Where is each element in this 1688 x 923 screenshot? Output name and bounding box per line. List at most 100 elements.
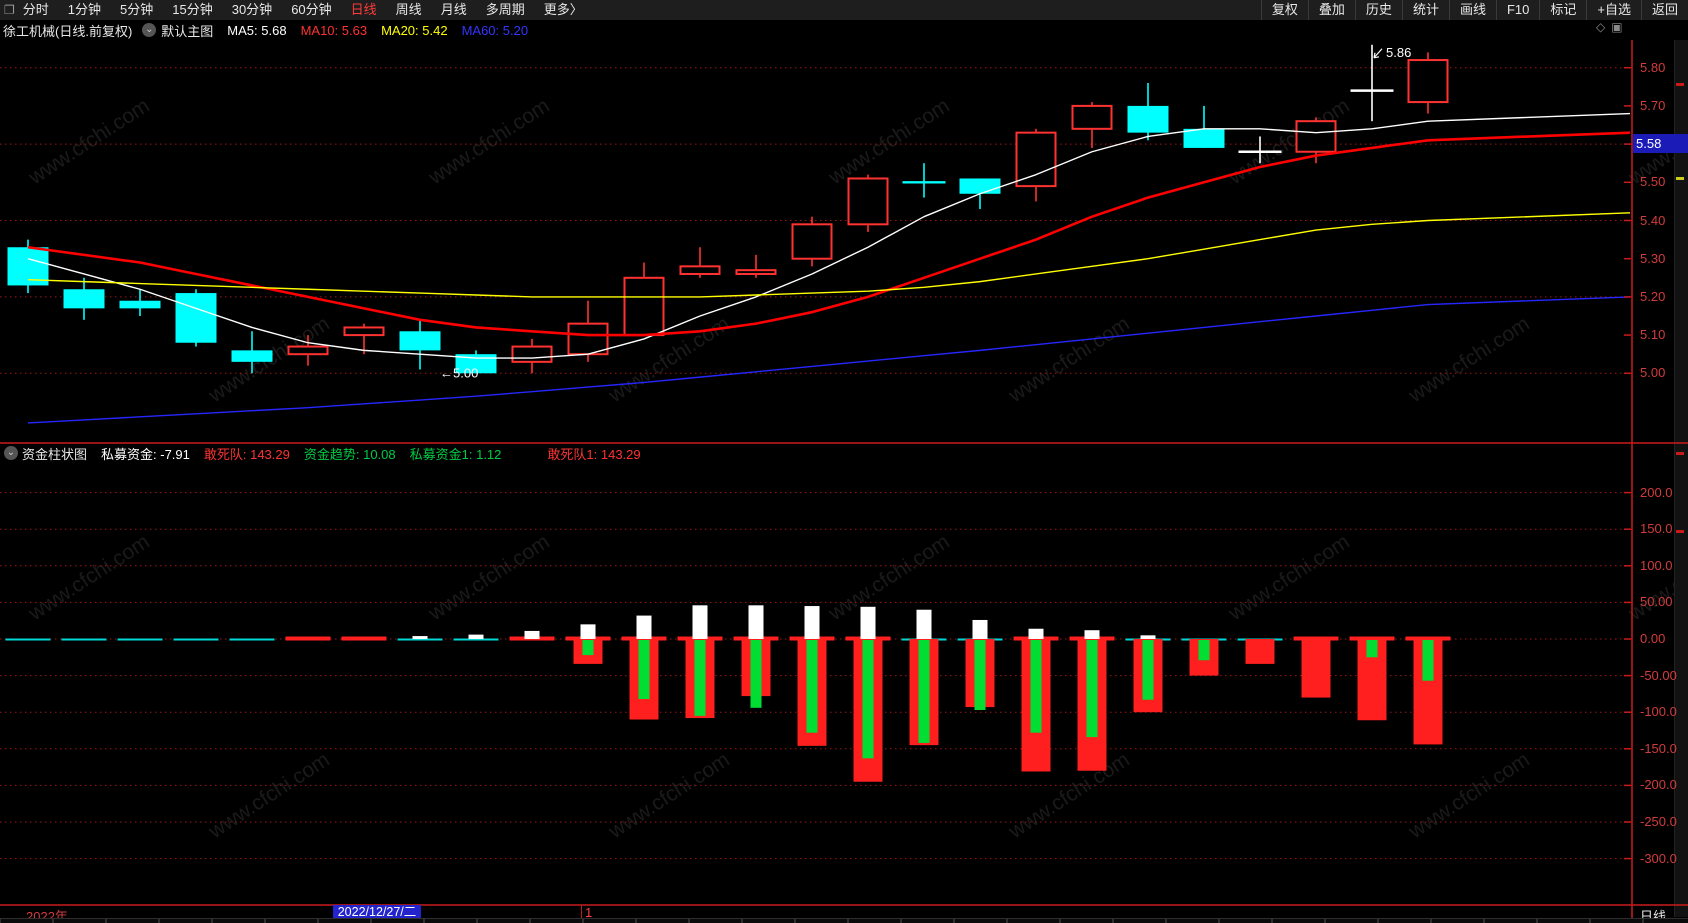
chevron-down-icon[interactable]: ⌄ bbox=[142, 23, 157, 37]
scrollbar-segment[interactable] bbox=[583, 918, 636, 923]
period-tab-10[interactable]: 更多〉 bbox=[543, 2, 583, 17]
scrollbar-segment[interactable] bbox=[636, 918, 689, 923]
fund-bar-red[interactable] bbox=[685, 639, 715, 719]
period-tab-3[interactable]: 15分钟 bbox=[172, 2, 213, 17]
period-tab-6[interactable]: 日线 bbox=[350, 2, 377, 17]
period-tab-5[interactable]: 60分钟 bbox=[291, 2, 332, 17]
fund-bar-white[interactable] bbox=[636, 615, 652, 639]
scrollbar-segment[interactable] bbox=[265, 918, 318, 923]
fund-bar-green[interactable] bbox=[1422, 640, 1434, 681]
candlestick[interactable] bbox=[735, 254, 777, 278]
scrollbar-segment[interactable] bbox=[371, 918, 424, 923]
candlestick[interactable] bbox=[399, 319, 441, 370]
fund-bar-red[interactable] bbox=[797, 639, 827, 746]
scrollbar-strip[interactable] bbox=[0, 918, 1688, 923]
fund-bar-green[interactable] bbox=[694, 640, 706, 716]
fund-bar-white[interactable] bbox=[804, 606, 820, 639]
scrollbar-segment[interactable] bbox=[1325, 918, 1378, 923]
period-tab-1[interactable]: 1分钟 bbox=[67, 2, 102, 17]
scrollbar-segment[interactable] bbox=[318, 918, 371, 923]
toolbar-action-5[interactable]: F10 bbox=[1495, 0, 1539, 20]
candlestick[interactable] bbox=[7, 239, 49, 294]
toolbar-action-8[interactable]: 返回 bbox=[1640, 0, 1688, 20]
fund-bar-white[interactable] bbox=[916, 609, 932, 639]
fund-bar-red[interactable] bbox=[965, 639, 995, 708]
fund-bar-green[interactable] bbox=[1198, 640, 1210, 661]
scrollbar-segment[interactable] bbox=[1590, 918, 1643, 923]
scrollbar-segment[interactable] bbox=[530, 918, 583, 923]
toolbar-action-1[interactable]: 叠加 bbox=[1307, 0, 1355, 20]
scrollbar-segment[interactable] bbox=[424, 918, 477, 923]
fund-bar-green[interactable] bbox=[806, 640, 818, 733]
scrollbar-segment[interactable] bbox=[1484, 918, 1537, 923]
fund-bar-red[interactable] bbox=[909, 639, 939, 746]
toolbar-action-7[interactable]: +自选 bbox=[1586, 0, 1641, 20]
fund-bar-white[interactable] bbox=[972, 619, 988, 639]
scrollbar-segment[interactable] bbox=[1431, 918, 1484, 923]
scrollbar-segment[interactable] bbox=[954, 918, 1007, 923]
scrollbar-segment[interactable] bbox=[742, 918, 795, 923]
fund-bar-white[interactable] bbox=[524, 630, 540, 639]
candlestick[interactable] bbox=[1127, 82, 1169, 141]
candlestick[interactable] bbox=[1350, 44, 1394, 122]
candlestick[interactable] bbox=[175, 289, 217, 347]
toolbar-action-0[interactable]: 复权 bbox=[1260, 0, 1308, 20]
candlestick[interactable] bbox=[1183, 105, 1225, 148]
fund-bar-green[interactable] bbox=[918, 640, 930, 743]
scrollbar-segment[interactable] bbox=[1113, 918, 1166, 923]
fund-bar-red[interactable] bbox=[1021, 639, 1051, 772]
scrollbar-segment[interactable] bbox=[1219, 918, 1272, 923]
candlestick[interactable] bbox=[902, 163, 946, 198]
collapse-icon[interactable]: ⌄ bbox=[4, 446, 18, 460]
fund-bar-red[interactable] bbox=[1301, 639, 1331, 698]
fund-bar-white[interactable] bbox=[860, 606, 876, 639]
fund-bar-white[interactable] bbox=[1140, 635, 1156, 639]
period-tab-0[interactable]: 分时 bbox=[22, 2, 49, 17]
fund-bar-green[interactable] bbox=[1366, 640, 1378, 658]
fund-bar-green[interactable] bbox=[1142, 640, 1154, 700]
candlestick[interactable] bbox=[847, 174, 889, 232]
scrollbar-segment[interactable] bbox=[1272, 918, 1325, 923]
fund-bar-red[interactable] bbox=[629, 639, 659, 720]
scrollbar-segment[interactable] bbox=[1643, 918, 1688, 923]
fund-bar-white[interactable] bbox=[1028, 628, 1044, 639]
toolbar-action-3[interactable]: 统计 bbox=[1401, 0, 1449, 20]
main-view-label[interactable]: 默认主图 bbox=[161, 23, 214, 39]
fund-bar-red[interactable] bbox=[741, 639, 771, 697]
scrollbar-segment[interactable] bbox=[1166, 918, 1219, 923]
diamond-icon[interactable]: ◇ bbox=[1596, 20, 1612, 34]
period-tab-2[interactable]: 5分钟 bbox=[120, 2, 154, 17]
fund-bar-white[interactable] bbox=[748, 605, 764, 639]
fund-bar-red[interactable] bbox=[1133, 639, 1163, 713]
candlestick[interactable] bbox=[791, 216, 833, 267]
fund-bar-green[interactable] bbox=[1086, 640, 1098, 738]
fund-bar-white[interactable] bbox=[412, 636, 428, 639]
fund-bar-red[interactable] bbox=[1413, 639, 1443, 745]
candlestick[interactable] bbox=[959, 178, 1001, 210]
candlestick[interactable] bbox=[343, 323, 385, 355]
scrollbar-segment[interactable] bbox=[53, 918, 106, 923]
fund-bar-green[interactable] bbox=[862, 640, 874, 759]
candlestick[interactable] bbox=[1407, 52, 1449, 114]
scrollbar-segment[interactable] bbox=[0, 918, 53, 923]
period-tab-9[interactable]: 多周期 bbox=[485, 2, 525, 17]
scrollbar-segment[interactable] bbox=[477, 918, 530, 923]
candlestick[interactable] bbox=[1071, 102, 1113, 148]
fund-bar-green[interactable] bbox=[1030, 640, 1042, 733]
candlestick[interactable] bbox=[567, 300, 609, 362]
fund-bar-red[interactable] bbox=[573, 639, 603, 664]
period-tab-7[interactable]: 周线 bbox=[395, 2, 422, 17]
period-tab-4[interactable]: 30分钟 bbox=[231, 2, 273, 17]
candlestick[interactable] bbox=[1015, 128, 1057, 202]
fund-bar-green[interactable] bbox=[974, 640, 986, 711]
candlestick[interactable] bbox=[455, 350, 497, 374]
scrollbar-segment[interactable] bbox=[212, 918, 265, 923]
scrollbar-segment[interactable] bbox=[1537, 918, 1590, 923]
scrollbar-segment[interactable] bbox=[1378, 918, 1431, 923]
candlestick[interactable] bbox=[679, 247, 721, 278]
scrollbar-segment[interactable] bbox=[795, 918, 848, 923]
scrollbar-segment[interactable] bbox=[106, 918, 159, 923]
fund-bar-green[interactable] bbox=[750, 640, 762, 708]
fund-bar-red[interactable] bbox=[1077, 639, 1107, 771]
scrollbar-segment[interactable] bbox=[689, 918, 742, 923]
